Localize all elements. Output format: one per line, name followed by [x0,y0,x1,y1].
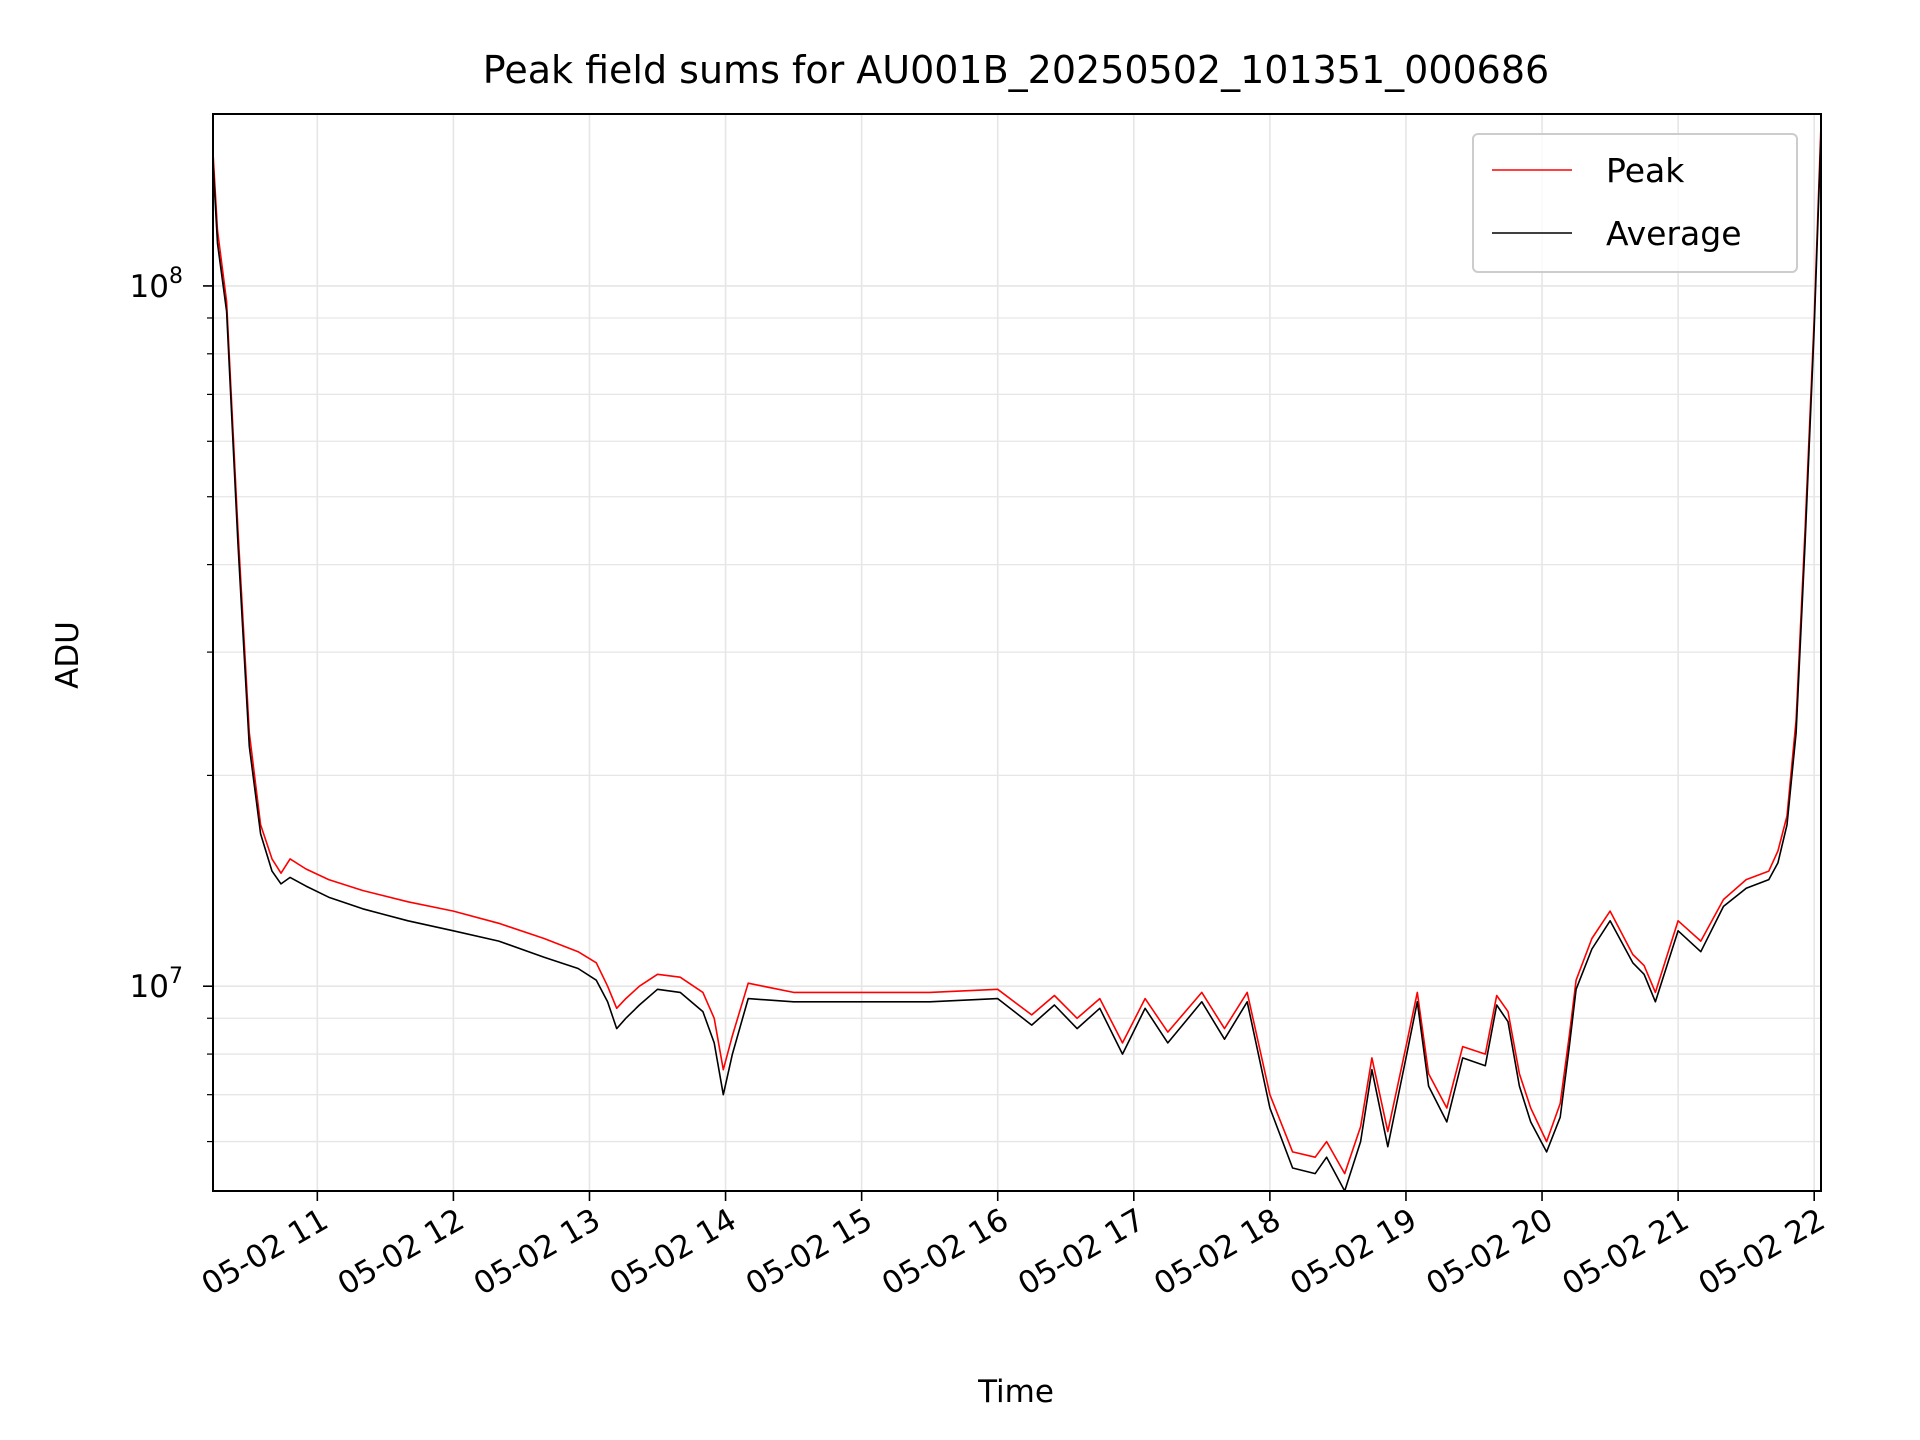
y-axis: 107 108 [130,264,213,1143]
series-line-peak [212,124,1822,1175]
legend: Peak Average [1472,133,1798,273]
y-tick-label: 107 [130,964,183,1005]
y-axis-title: ADU [50,621,86,689]
chart-title: Peak field sums for AU001B_20250502_1013… [483,48,1549,92]
legend-label-average: Average [1606,214,1742,253]
y-tick-label: 108 [130,264,183,305]
series-line-average [212,133,1822,1192]
legend-label-peak: Peak [1606,151,1685,190]
grid [213,114,1821,1191]
legend-box [1472,133,1798,273]
x-axis-title: Time [977,1374,1054,1410]
series-layer [212,124,1822,1192]
